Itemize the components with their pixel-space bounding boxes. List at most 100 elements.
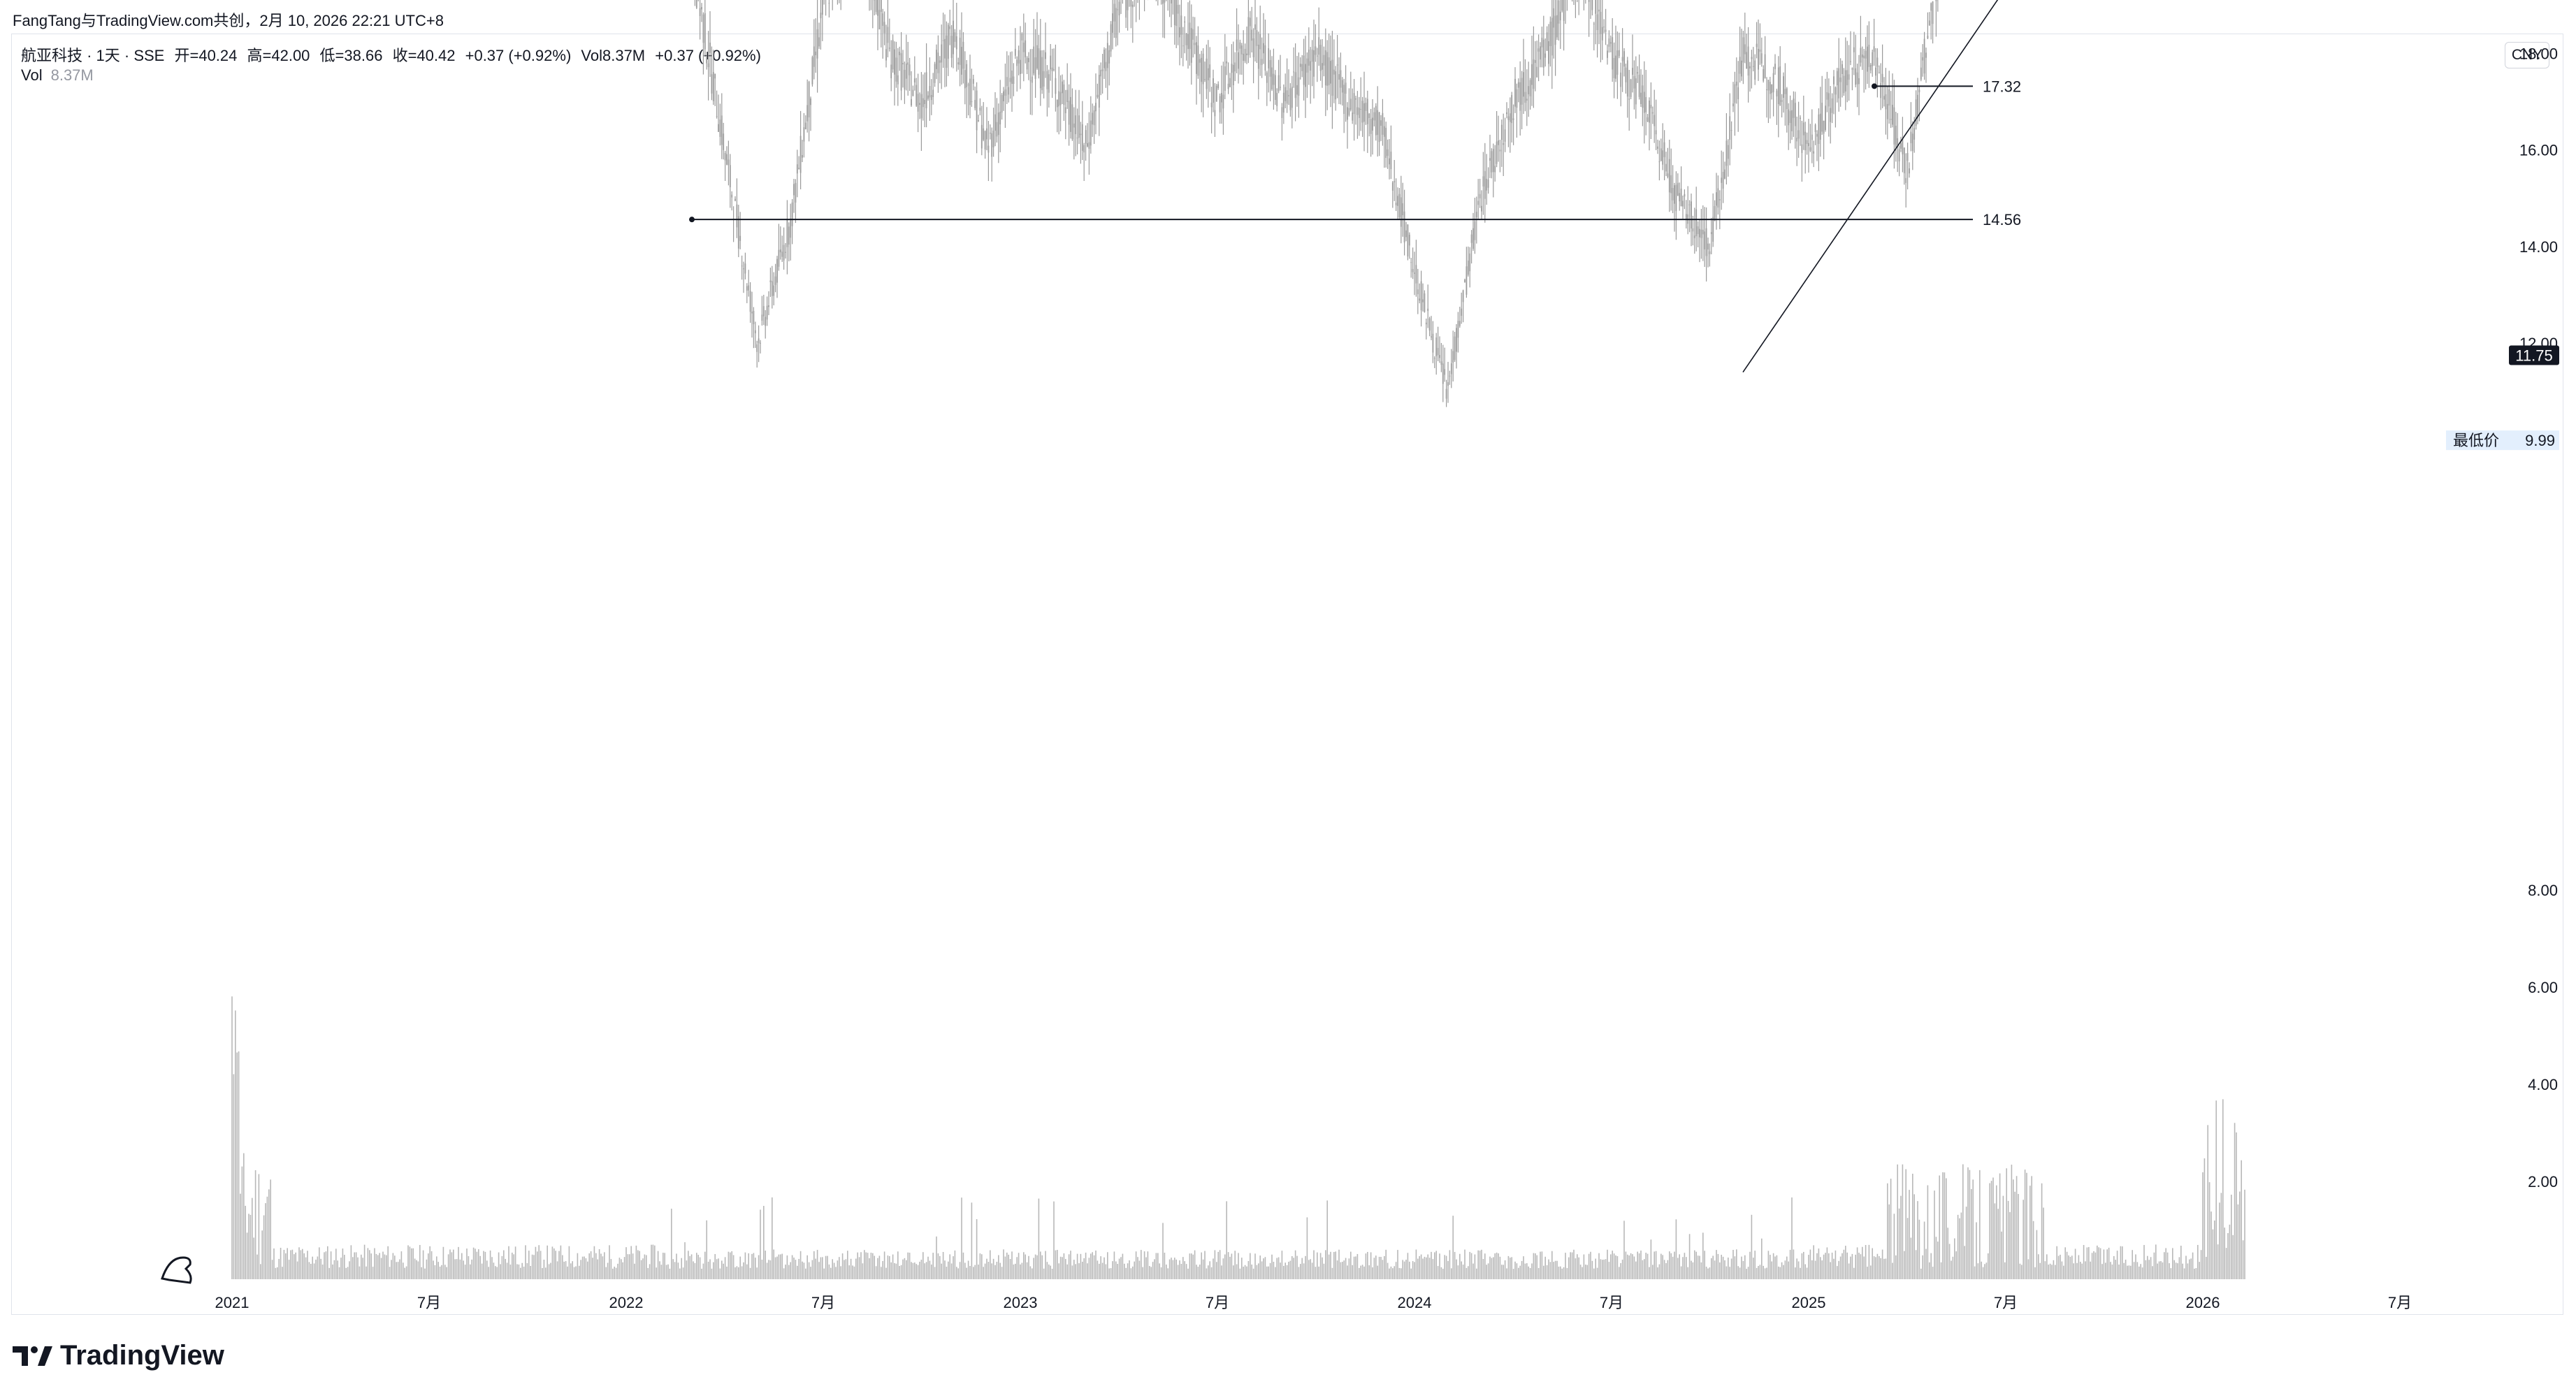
candle-body xyxy=(718,124,719,132)
candle-body xyxy=(1420,281,1422,311)
candle-body xyxy=(1831,98,1833,113)
candle-body xyxy=(1902,138,1904,154)
volume-axis-tick-label: 8.00 xyxy=(2528,882,2558,899)
candle-body xyxy=(1816,133,1818,137)
candle-body xyxy=(1276,92,1278,106)
candle-body xyxy=(1789,110,1791,124)
candle-body xyxy=(810,99,811,105)
candle-body xyxy=(1788,109,1790,126)
candle-body xyxy=(1368,113,1370,119)
candle-body xyxy=(1095,103,1097,112)
candle-body xyxy=(1640,92,1642,104)
candle-body xyxy=(1868,45,1870,67)
symbol-legend[interactable]: 航亚科技 · 1天 · SSE 开=40.24 高=42.00 低=38.66 … xyxy=(21,43,767,66)
candle-body xyxy=(976,90,978,131)
candle-body xyxy=(1786,88,1788,110)
level-anchor-dot[interactable] xyxy=(689,217,695,223)
candle-body xyxy=(1268,48,1270,68)
candle-body xyxy=(1264,45,1266,71)
candle-body xyxy=(894,49,895,75)
time-axis-tick-label: 2026 xyxy=(2186,1294,2220,1311)
candle-body xyxy=(913,78,916,82)
candle-body xyxy=(1477,201,1479,205)
candle-body xyxy=(1657,146,1658,150)
candle-body xyxy=(1410,262,1412,263)
candle-body xyxy=(1893,107,1895,145)
candle-body xyxy=(1821,103,1823,132)
candle-body xyxy=(1885,94,1887,110)
candle-body xyxy=(925,72,927,108)
currency-button[interactable]: CNY xyxy=(2505,42,2549,68)
candle-body xyxy=(1162,0,1164,4)
candle-body xyxy=(1033,46,1035,74)
candle-body xyxy=(1759,49,1761,52)
candle-body xyxy=(1777,67,1779,105)
candle-body xyxy=(1897,138,1899,145)
candle-body xyxy=(756,344,758,352)
candle-body xyxy=(1361,101,1363,123)
candle-body xyxy=(1850,61,1851,62)
candle-body xyxy=(1517,82,1519,88)
candle-body xyxy=(1633,75,1635,89)
candle-body xyxy=(1328,57,1330,86)
candle-body xyxy=(1450,363,1452,374)
candle-body xyxy=(1511,94,1513,124)
candle-body xyxy=(961,47,962,75)
candle-body xyxy=(1288,95,1289,96)
trend-channel-lower-line[interactable] xyxy=(1742,0,2301,373)
candle-body xyxy=(1638,74,1640,97)
candle-body xyxy=(1038,48,1040,75)
candle-body xyxy=(716,116,718,117)
legend-close: 收=40.42 xyxy=(392,47,456,64)
candle-body xyxy=(887,27,889,43)
candle-body xyxy=(1739,57,1741,74)
candle-body xyxy=(1358,108,1360,118)
candle-body xyxy=(1616,50,1619,75)
candle-body xyxy=(1046,71,1048,89)
legend-high: 高=42.00 xyxy=(247,47,310,64)
candle-body xyxy=(897,75,899,85)
candle-body xyxy=(1558,0,1560,24)
candle-body xyxy=(1756,43,1758,48)
candle-body xyxy=(1353,93,1355,115)
candle-body xyxy=(771,281,773,296)
candle-body xyxy=(731,194,733,198)
candle-body xyxy=(1281,107,1283,118)
candle-body xyxy=(1306,58,1308,73)
candle-body xyxy=(1397,196,1398,206)
candle-body xyxy=(1352,112,1354,121)
candle-body xyxy=(1269,60,1271,77)
candle-body xyxy=(1763,69,1765,81)
legend-symbol-name[interactable]: 航亚科技 · 1天 · SSE xyxy=(21,47,165,64)
candle-body xyxy=(813,46,815,67)
candle-body xyxy=(791,202,793,226)
tradingview-logo[interactable]: TradingView xyxy=(13,1340,224,1371)
candle-body xyxy=(1479,194,1481,198)
level-anchor-dot[interactable] xyxy=(1872,83,1877,89)
volume-legend-value: 8.37M xyxy=(50,66,94,84)
candle-body xyxy=(811,57,813,85)
candle-body xyxy=(1452,351,1454,363)
candle-body xyxy=(1675,184,1677,212)
price-axis-tick-label: 14.00 xyxy=(2519,238,2558,256)
candle-body xyxy=(1408,235,1410,246)
candle-body xyxy=(1918,89,1920,93)
candle-body xyxy=(1110,24,1112,52)
candle-body xyxy=(1187,34,1189,50)
candle-body xyxy=(1075,115,1077,135)
volume-legend[interactable]: Vol 8.37M xyxy=(21,66,94,85)
candle-body xyxy=(719,119,721,137)
candle-body xyxy=(1881,73,1883,82)
candle-body xyxy=(1238,52,1239,69)
candle-body xyxy=(1903,147,1905,173)
candle-body xyxy=(1823,120,1825,134)
time-axis-tick-label: 7月 xyxy=(2388,1294,2412,1311)
candle-body xyxy=(1751,57,1753,59)
candle-body xyxy=(1523,72,1524,97)
candle-body xyxy=(1906,153,1909,161)
candle-body xyxy=(966,64,968,87)
candle-body xyxy=(1727,145,1729,159)
candle-body xyxy=(773,285,775,296)
candle-body xyxy=(916,85,918,106)
